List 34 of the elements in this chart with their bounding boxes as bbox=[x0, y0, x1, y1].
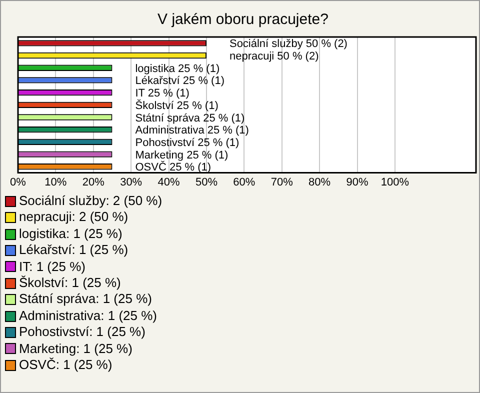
x-tick-label: 0% bbox=[10, 176, 26, 188]
data-label: Administrativa 25 % (1) bbox=[135, 124, 249, 137]
data-label: Školství 25 % (1) bbox=[135, 98, 218, 112]
x-tick-label: 70% bbox=[270, 176, 294, 188]
text: Pohostivství: 1 (25 %) bbox=[19, 324, 146, 341]
data-label: Státní správa 25 % (1) bbox=[135, 112, 245, 124]
x-tick-label: 80% bbox=[308, 176, 331, 188]
x-tick-label: 40% bbox=[158, 176, 180, 188]
x-tick-label: 50% bbox=[195, 176, 218, 188]
text: Lékařství: 1 (25 %) bbox=[19, 242, 128, 259]
text: IT: 1 (25 %) bbox=[19, 258, 86, 276]
x-tick-label: 10% bbox=[44, 176, 67, 188]
text: logistika: 1 (25 %) bbox=[19, 226, 122, 242]
x-tick-label: 100% bbox=[380, 176, 410, 188]
x-tick-label: 90% bbox=[346, 176, 368, 188]
x-tick-label: 60% bbox=[233, 176, 256, 188]
text: Marketing: 1 (25 %) bbox=[19, 340, 132, 358]
text: Školství: 1 (25 %) bbox=[19, 275, 121, 292]
text: Státní správa: 1 (25 %) bbox=[19, 291, 152, 308]
text: nepracuji: 2 (50 %) bbox=[19, 209, 128, 226]
data-label: Lékařství 25 % (1) bbox=[135, 75, 225, 88]
text: Sociální služby: 2 (50 %) bbox=[19, 193, 162, 210]
chart-title: V jakém oboru pracujete? bbox=[158, 11, 328, 28]
x-tick-label: 20% bbox=[82, 176, 105, 188]
data-label: Marketing 25 % (1) bbox=[135, 149, 228, 162]
data-label: OSVČ 25 % (1) bbox=[135, 160, 212, 174]
text: Administrativa: 1 (25 %) bbox=[19, 308, 157, 324]
data-label: Pohostivství 25 % (1) bbox=[135, 136, 240, 149]
data-label: Sociální služby 50 % (2) bbox=[229, 38, 348, 50]
data-label: IT 25 % (1) bbox=[135, 88, 190, 100]
x-tick-label: 30% bbox=[120, 176, 142, 188]
data-label: logistika 25 % (1) bbox=[135, 62, 220, 75]
data-label: nepracuji 50 % (2) bbox=[229, 50, 319, 63]
text: OSVČ: 1 (25 %) bbox=[19, 357, 112, 374]
